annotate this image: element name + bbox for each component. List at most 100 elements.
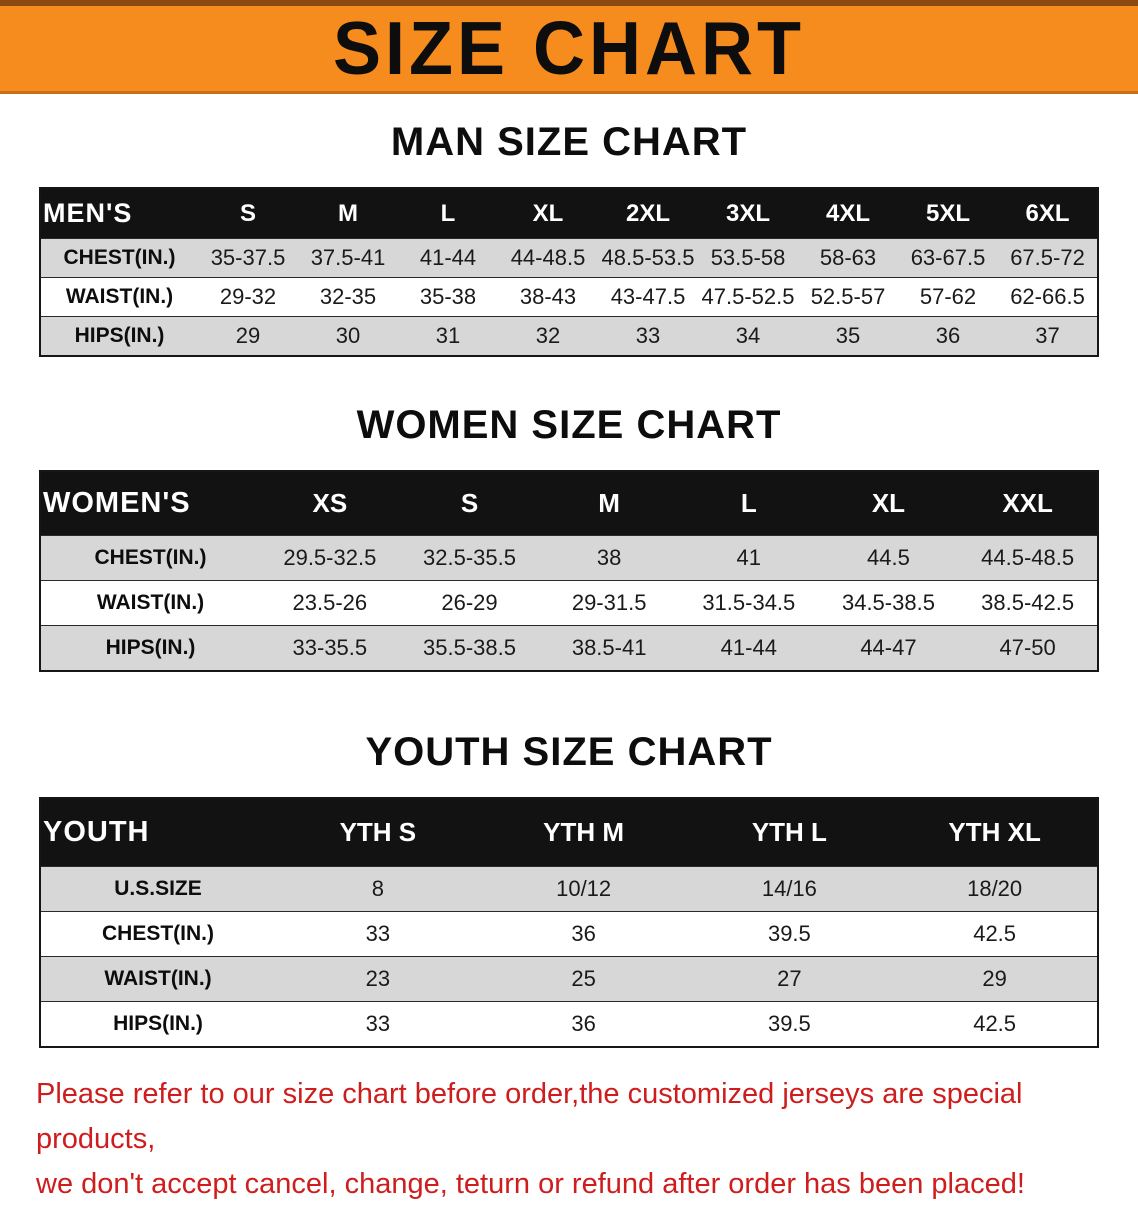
size-value-cell: 58-63 (819, 245, 877, 270)
size-value-cell: 31.5-34.5 (702, 590, 796, 615)
size-value-cell: 39.5 (767, 921, 811, 946)
size-header-cell: 2XL (598, 188, 698, 239)
measurement-row: CHEST(IN.) 35-37.5 37.5-41 41-44 44-48.5 48.5… (40, 238, 1098, 278)
table-title-cell: MEN'S (40, 188, 198, 239)
men-size-table: MEN'S S M L XL 2XL 3XL 4XL 5XL 6XL CHEST(IN.) 35-37… (39, 187, 1099, 357)
size-value-cell: 32-35 (319, 284, 377, 309)
size-value-cell: 52.5-57 (810, 284, 886, 309)
size-value-cell: 41-44 (419, 245, 477, 270)
size-value-cell: 38.5-42.5 (981, 590, 1075, 615)
measurement-row: HIPS(IN.) 33 36 39.5 42.5 (40, 1001, 1098, 1047)
women-size-table: WOMEN'S XS S M L XL XXL CHEST(IN.) 29.5-32.5 32.5… (39, 470, 1099, 672)
size-value-cell: 36 (935, 323, 961, 348)
size-value-cell: 35.5-38.5 (423, 635, 516, 660)
table-header-row: WOMEN'S XS S M L XL XXL (40, 471, 1098, 536)
size-value-cell: 26-29 (441, 590, 498, 615)
measurement-row: HIPS(IN.) 29 30 31 32 33 34 35 36 37 (40, 316, 1098, 356)
size-header-cell: 6XL (998, 188, 1098, 239)
size-header-cell: M (539, 471, 679, 536)
table-header-row: MEN'S S M L XL 2XL 3XL 4XL 5XL 6XL (40, 188, 1098, 239)
size-value-cell: 67.5-72 (1010, 245, 1085, 270)
youth-section-heading: YOUTH SIZE CHART (365, 730, 773, 774)
size-value-cell: 38.5-41 (571, 635, 647, 660)
size-value-cell: 34 (735, 323, 761, 348)
women-size-section: WOMEN SIZE CHART WOMEN'S XS S M L XL XXL CHEST(… (0, 403, 1138, 672)
size-value-cell: 48.5-53.5 (601, 245, 695, 270)
size-value-cell: 33 (365, 1011, 391, 1036)
size-value-cell: 31 (435, 323, 461, 348)
measurement-row-label: CHEST(IN.) (102, 922, 214, 945)
measurement-row: WAIST(IN.) 23 25 27 29 (40, 956, 1098, 1002)
measurement-row-label: CHEST(IN.) (94, 546, 207, 569)
size-value-cell: 29 (982, 966, 1007, 991)
measurement-row: CHEST(IN.) 33 36 39.5 42.5 (40, 911, 1098, 957)
size-value-cell: 8 (371, 876, 384, 901)
disclaimer-note: Please refer to our size chart before or… (0, 1072, 1138, 1207)
size-value-cell: 44-48.5 (510, 245, 586, 270)
size-value-cell: 14/16 (761, 876, 817, 901)
measurement-row: HIPS(IN.) 33-35.5 35.5-38.5 38.5-41 41-44 44-… (40, 625, 1098, 671)
size-value-cell: 23.5-26 (292, 590, 368, 615)
size-value-cell: 10/12 (556, 876, 612, 901)
size-value-cell: 33 (365, 921, 391, 946)
size-value-cell: 36 (571, 1011, 596, 1036)
measurement-row-label: HIPS(IN.) (113, 1012, 203, 1035)
disclaimer-line-1: Please refer to our size chart before or… (36, 1078, 1023, 1155)
banner-title: SIZE CHART (333, 6, 805, 91)
size-header-cell: YTH XL (892, 798, 1098, 867)
size-value-cell: 47.5-52.5 (701, 284, 795, 309)
measurement-row: WAIST(IN.) 23.5-26 26-29 29-31.5 31.5-34.5 34… (40, 580, 1098, 626)
size-header-cell: XXL (958, 471, 1098, 536)
size-header-cell: L (398, 188, 498, 239)
measurement-row: U.S.SIZE 8 10/12 14/16 18/20 (40, 866, 1098, 912)
size-header-cell: YTH S (275, 798, 481, 867)
size-header-cell: L (678, 471, 819, 536)
size-header-cell: 4XL (798, 188, 898, 239)
size-value-cell: 42.5 (973, 1011, 1017, 1036)
size-header-cell: XL (498, 188, 598, 239)
size-value-cell: 34.5-38.5 (841, 590, 935, 615)
size-header-cell: 3XL (698, 188, 798, 239)
size-value-cell: 33-35.5 (292, 635, 368, 660)
size-value-cell: 57-62 (919, 284, 977, 309)
measurement-row-label: U.S.SIZE (114, 877, 202, 900)
size-value-cell: 41-44 (720, 635, 777, 660)
size-value-cell: 38 (596, 545, 622, 570)
size-header-cell: YTH M (480, 798, 687, 867)
size-value-cell: 32 (535, 323, 561, 348)
size-header-cell: S (198, 188, 298, 239)
size-value-cell: 18/20 (967, 876, 1023, 901)
measurement-row-label: HIPS(IN.) (105, 636, 196, 659)
size-value-cell: 38-43 (519, 284, 577, 309)
women-section-heading: WOMEN SIZE CHART (356, 403, 782, 447)
size-header-cell: XS (260, 471, 400, 536)
size-value-cell: 37.5-41 (310, 245, 386, 270)
measurement-row-label: CHEST(IN.) (63, 246, 176, 269)
size-value-cell: 36 (571, 921, 596, 946)
size-value-cell: 44.5-48.5 (981, 545, 1075, 570)
size-value-cell: 37 (1035, 323, 1060, 348)
size-value-cell: 23 (365, 966, 391, 991)
size-header-cell: YTH L (686, 798, 893, 867)
table-title-cell: YOUTH (40, 798, 275, 867)
size-value-cell: 35-38 (419, 284, 477, 309)
size-value-cell: 63-67.5 (910, 245, 986, 270)
men-size-section: MAN SIZE CHART MEN'S S M L XL 2XL 3XL 4XL 5XL 6XL… (0, 120, 1138, 357)
size-value-cell: 29.5-32.5 (283, 545, 377, 570)
youth-size-section: YOUTH SIZE CHART YOUTH YTH S YTH M YTH L YTH… (0, 730, 1138, 1048)
size-chart-banner: SIZE CHART (0, 0, 1138, 94)
measurement-row-label: WAIST(IN.) (96, 591, 205, 614)
table-header-row: YOUTH YTH S YTH M YTH L YTH XL (40, 798, 1098, 867)
size-value-cell: 47-50 (999, 635, 1056, 660)
size-value-cell: 29-31.5 (571, 590, 647, 615)
size-header-cell: XL (818, 471, 959, 536)
size-header-cell: S (399, 471, 540, 536)
size-value-cell: 39.5 (767, 1011, 811, 1036)
size-value-cell: 44.5 (867, 545, 910, 570)
measurement-row: WAIST(IN.) 29-32 32-35 35-38 38-43 43-47.5 47.… (40, 277, 1098, 317)
size-value-cell: 30 (335, 323, 361, 348)
size-value-cell: 44-47 (860, 635, 917, 660)
size-header-cell: 5XL (898, 188, 998, 239)
measurement-row-label: WAIST(IN.) (104, 967, 212, 990)
size-value-cell: 32.5-35.5 (423, 545, 516, 570)
